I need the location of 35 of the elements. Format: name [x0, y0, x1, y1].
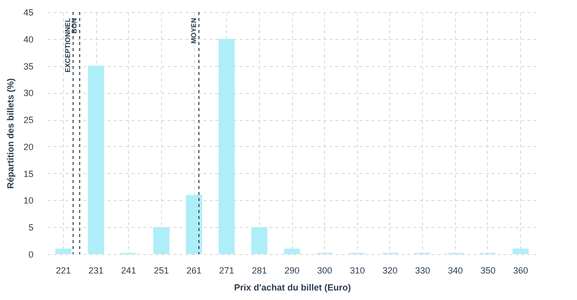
y-tick-label: 20 [23, 142, 34, 152]
x-tick-label: 241 [121, 266, 136, 276]
x-tick-label: 320 [382, 266, 398, 276]
x-tick-label: 340 [448, 266, 463, 276]
x-tick-label: 300 [317, 266, 332, 276]
bar [186, 194, 202, 254]
bar [512, 248, 529, 254]
x-tick-label: 310 [350, 266, 365, 276]
x-tick-label: 290 [284, 266, 300, 276]
x-tick-label: 281 [252, 266, 267, 276]
x-tick-label: 251 [154, 266, 169, 276]
x-tick-label: 231 [88, 266, 104, 276]
bar [218, 38, 235, 254]
x-tick-label: 360 [513, 266, 528, 276]
y-tick-label: 40 [23, 34, 34, 44]
y-tick-label: 25 [23, 115, 34, 126]
bar [153, 227, 170, 254]
x-tick-label: 350 [480, 266, 496, 276]
bar [284, 248, 300, 254]
y-tick-label: 10 [23, 196, 34, 206]
x-axis-title: Prix d'achat du billet (Euro) [234, 282, 351, 292]
x-tick-label: 330 [415, 266, 430, 276]
y-tick-label: 15 [23, 168, 34, 179]
y-tick-label: 45 [23, 8, 34, 18]
bar [55, 248, 72, 254]
x-tick-label: 271 [219, 266, 234, 276]
bar [88, 66, 104, 254]
y-tick-label: 35 [23, 61, 34, 72]
x-tick-label: 261 [186, 266, 202, 276]
y-tick-label: 30 [23, 88, 34, 98]
y-tick-label: 0 [28, 250, 34, 260]
y-axis-title: Répartition des billets (%) [5, 78, 16, 189]
y-tick-label: 5 [28, 222, 34, 233]
x-tick-label: 221 [56, 266, 71, 276]
bar [251, 227, 268, 254]
